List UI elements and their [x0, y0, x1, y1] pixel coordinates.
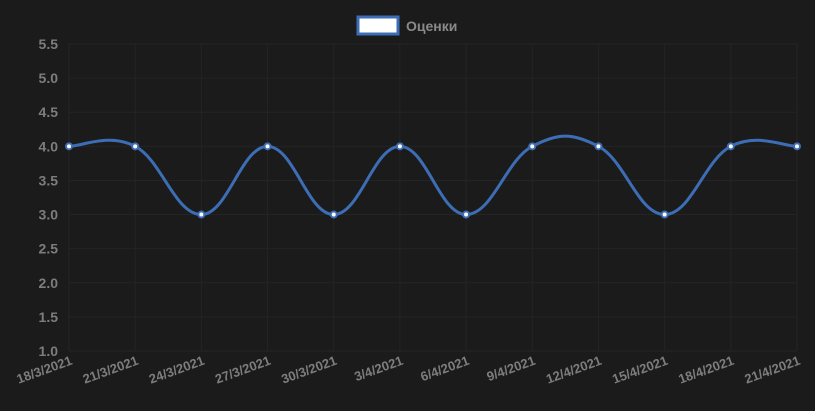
y-tick-label: 1.0 — [39, 343, 59, 359]
data-point[interactable] — [395, 142, 404, 151]
data-point[interactable] — [462, 210, 471, 219]
legend-label[interactable]: Оценки — [406, 18, 457, 34]
legend[interactable]: Оценки — [356, 15, 457, 36]
series-layer — [65, 134, 801, 219]
data-point[interactable] — [65, 142, 73, 151]
data-point[interactable] — [131, 142, 140, 151]
x-tick-label: 21/4/2021 — [743, 353, 802, 387]
data-point[interactable] — [329, 210, 338, 219]
x-axis: 18/3/2021 21/3/2021 24/3/2021 27/3/2021 30/3… — [15, 353, 802, 387]
data-point[interactable] — [263, 142, 272, 151]
x-tick-label: 3/4/2021 — [352, 353, 405, 384]
y-tick-label: 4.5 — [39, 104, 59, 120]
y-tick-label: 1.5 — [39, 309, 59, 325]
x-tick-label: 15/4/2021 — [610, 353, 669, 387]
data-point[interactable] — [660, 210, 669, 219]
y-axis: 1.0 1.5 2.0 2.5 3.0 3.5 4.0 4.5 5.0 5.5 — [39, 36, 59, 359]
x-tick-label: 27/3/2021 — [213, 353, 272, 387]
series-line — [68, 134, 798, 217]
y-tick-label: 3.0 — [39, 207, 59, 223]
y-tick-label: 2.0 — [39, 275, 59, 291]
y-tick-label: 4.0 — [39, 138, 59, 154]
y-tick-label: 2.5 — [39, 241, 59, 257]
y-tick-label: 5.5 — [39, 36, 59, 52]
y-tick-label: 3.5 — [39, 172, 59, 188]
data-point[interactable] — [726, 142, 735, 151]
x-tick-label: 30/3/2021 — [279, 353, 338, 387]
x-tick-label: 24/3/2021 — [147, 353, 206, 387]
x-tick-label: 21/3/2021 — [81, 353, 140, 387]
data-point[interactable] — [197, 210, 206, 219]
x-tick-label: 6/4/2021 — [418, 353, 471, 384]
data-point[interactable] — [793, 142, 801, 151]
x-tick-label: 12/4/2021 — [544, 353, 603, 387]
data-point[interactable] — [594, 142, 603, 151]
data-point[interactable] — [528, 142, 537, 151]
y-tick-label: 5.0 — [39, 70, 59, 86]
legend-swatch[interactable] — [356, 15, 400, 36]
x-tick-label: 9/4/2021 — [485, 353, 538, 384]
x-tick-label: 18/4/2021 — [676, 353, 735, 387]
